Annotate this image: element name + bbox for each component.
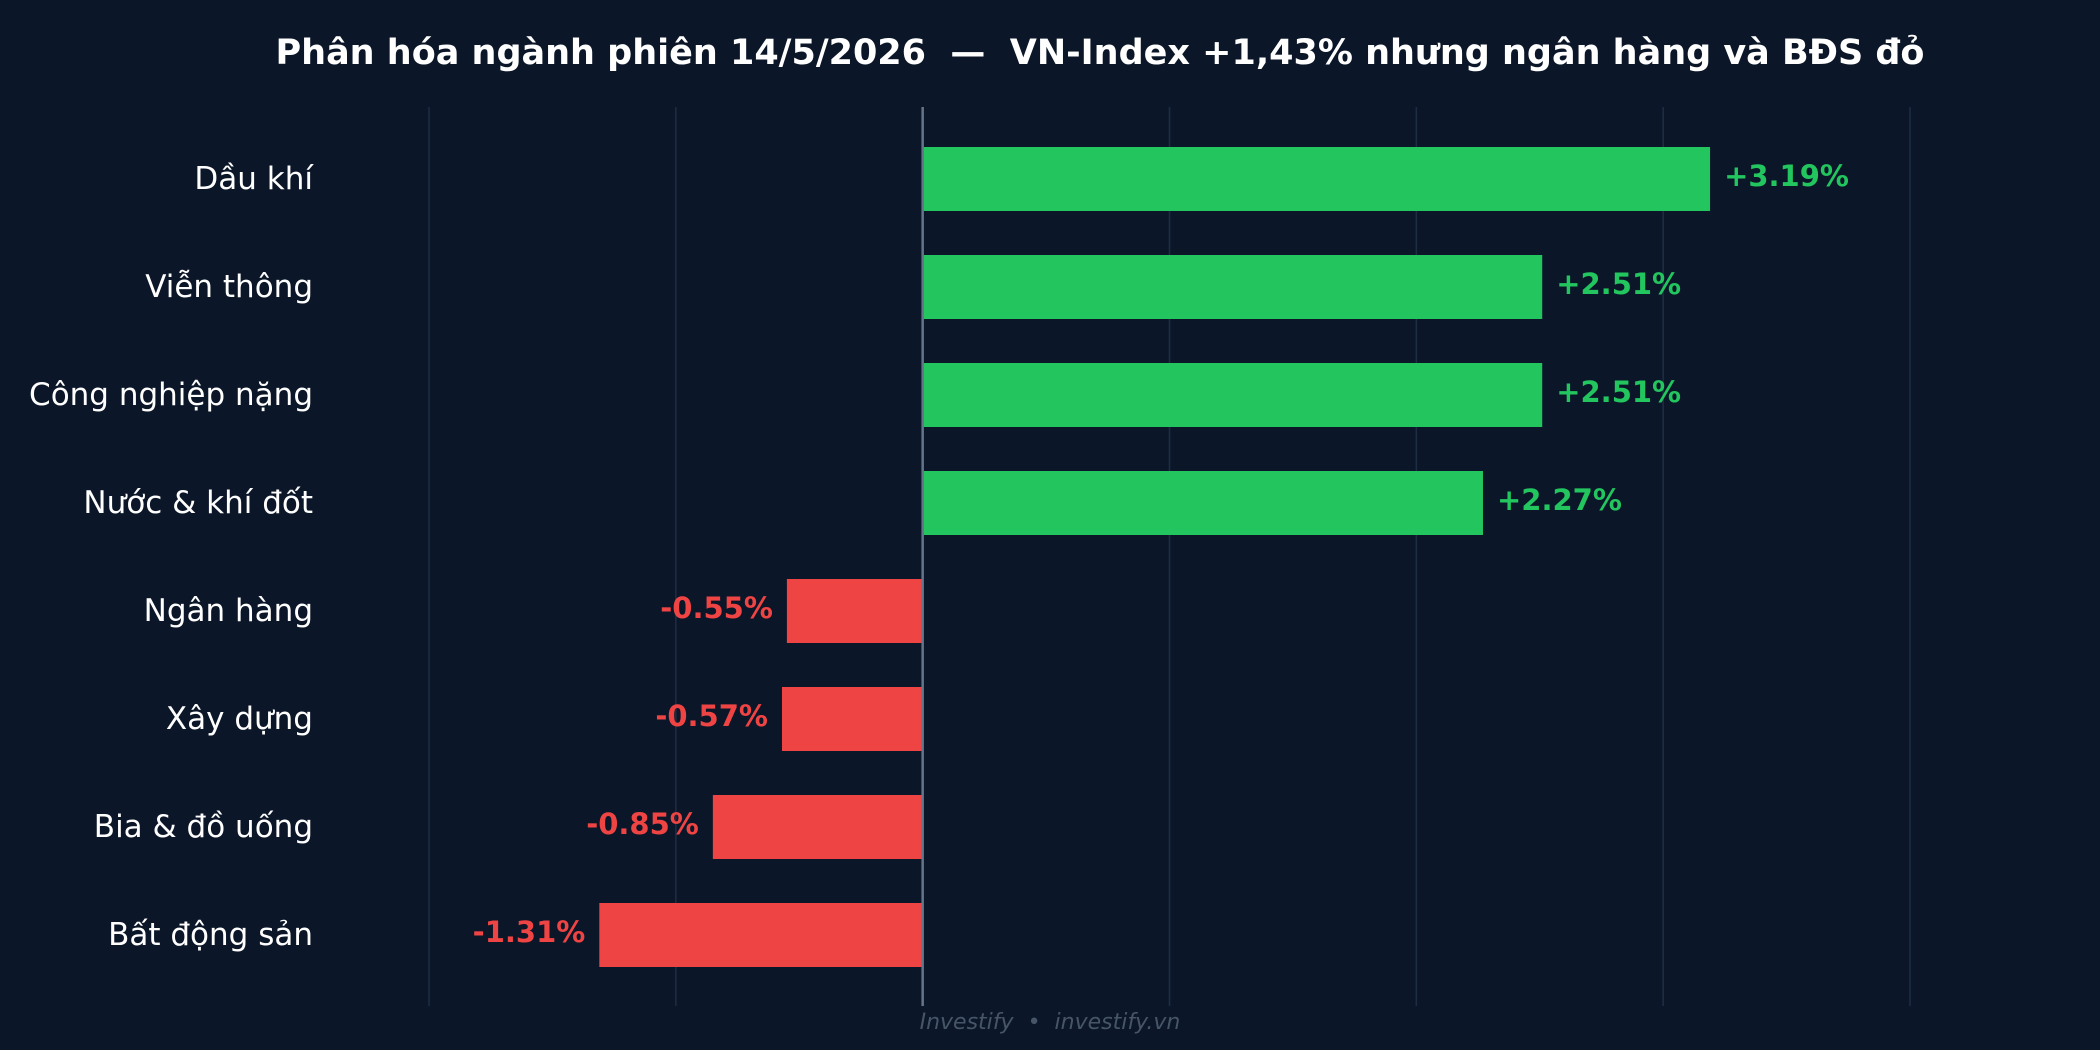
- category-label: Công nghiệp nặng: [29, 377, 313, 413]
- category-label: Ngân hàng: [144, 593, 313, 629]
- footer-site: investify.vn: [1054, 1010, 1181, 1035]
- footer-separator: •: [1027, 1010, 1041, 1035]
- category-label: Nước & khí đốt: [83, 485, 313, 521]
- bar: [786, 579, 923, 643]
- bar: [922, 255, 1543, 319]
- value-label: +2.51%: [1556, 375, 1681, 409]
- category-label: Viễn thông: [145, 269, 313, 305]
- bar: [922, 471, 1483, 535]
- value-label: +2.27%: [1497, 483, 1622, 517]
- value-label: -0.57%: [655, 699, 768, 733]
- footer-credit: Investify • investify.vn: [0, 1010, 2100, 1035]
- value-label: -1.31%: [473, 915, 586, 949]
- footer-brand: Investify: [919, 1010, 1014, 1035]
- bar: [922, 363, 1543, 427]
- category-label: Dầu khí: [194, 161, 314, 197]
- bar: [922, 147, 1711, 211]
- category-label: Bất động sản: [108, 917, 313, 953]
- chart-title: Phân hóa ngành phiên 14/5/2026 — VN-Inde…: [275, 33, 1925, 73]
- value-label: +3.19%: [1724, 159, 1849, 193]
- value-label: -0.85%: [586, 807, 699, 841]
- value-label: -0.55%: [660, 591, 773, 625]
- category-label: Bia & đồ uống: [94, 809, 313, 845]
- bar: [599, 903, 923, 967]
- bar: [712, 795, 923, 859]
- bar: [781, 687, 923, 751]
- value-label: +2.51%: [1556, 267, 1681, 301]
- category-label: Xây dựng: [166, 701, 313, 737]
